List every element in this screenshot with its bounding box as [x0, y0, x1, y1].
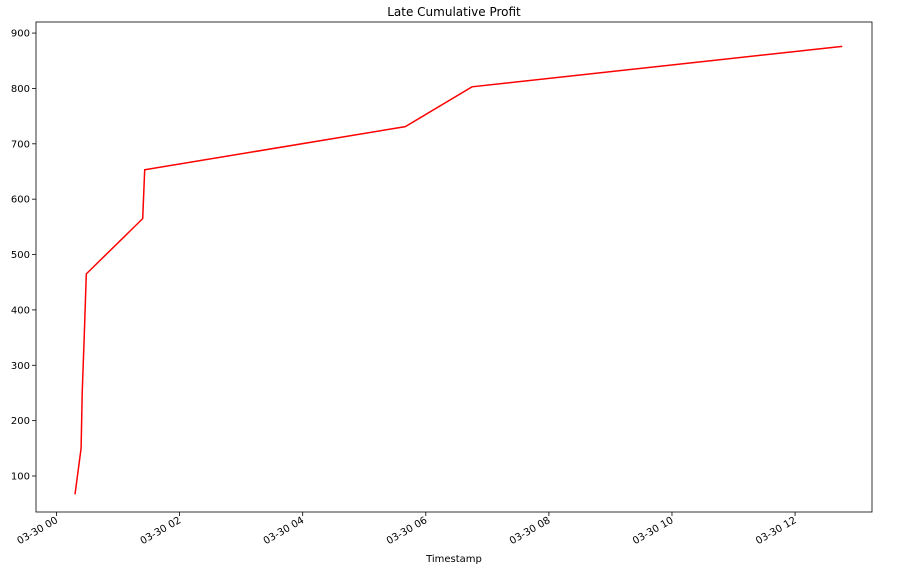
- series-line: [74, 45, 843, 495]
- y-tick-label: 200: [11, 416, 30, 427]
- y-tick-label: 700: [11, 139, 30, 150]
- y-tick-label: 400: [11, 305, 30, 316]
- series-group: [74, 45, 843, 495]
- x-tick-label: 03-30 02: [139, 515, 183, 547]
- x-tick-label: 03-30 08: [508, 515, 552, 547]
- y-tick-label: 600: [11, 195, 30, 206]
- y-tick-label: 100: [11, 472, 30, 483]
- x-tick-label: 03-30 00: [16, 515, 60, 547]
- y-axis: 100 200 300 400 500 600 700 800 900: [11, 29, 36, 483]
- x-tick-label: 03-30 12: [754, 515, 798, 547]
- y-tick-label: 500: [11, 250, 30, 261]
- x-tick-label: 03-30 06: [385, 515, 429, 547]
- plot-frame: [35, 21, 873, 513]
- x-axis: 03-30 00 03-30 02 03-30 04 03-30 06 03-30 08…: [16, 512, 799, 547]
- x-tick-label: 03-30 04: [262, 515, 306, 547]
- y-tick-label: 800: [11, 84, 30, 95]
- x-axis-label: Timestamp: [425, 554, 482, 565]
- y-tick-label: 300: [11, 361, 30, 372]
- x-tick-label: 03-30 10: [631, 515, 675, 547]
- chart-title: Late Cumulative Profit: [387, 5, 521, 19]
- y-tick-label: 900: [11, 29, 30, 40]
